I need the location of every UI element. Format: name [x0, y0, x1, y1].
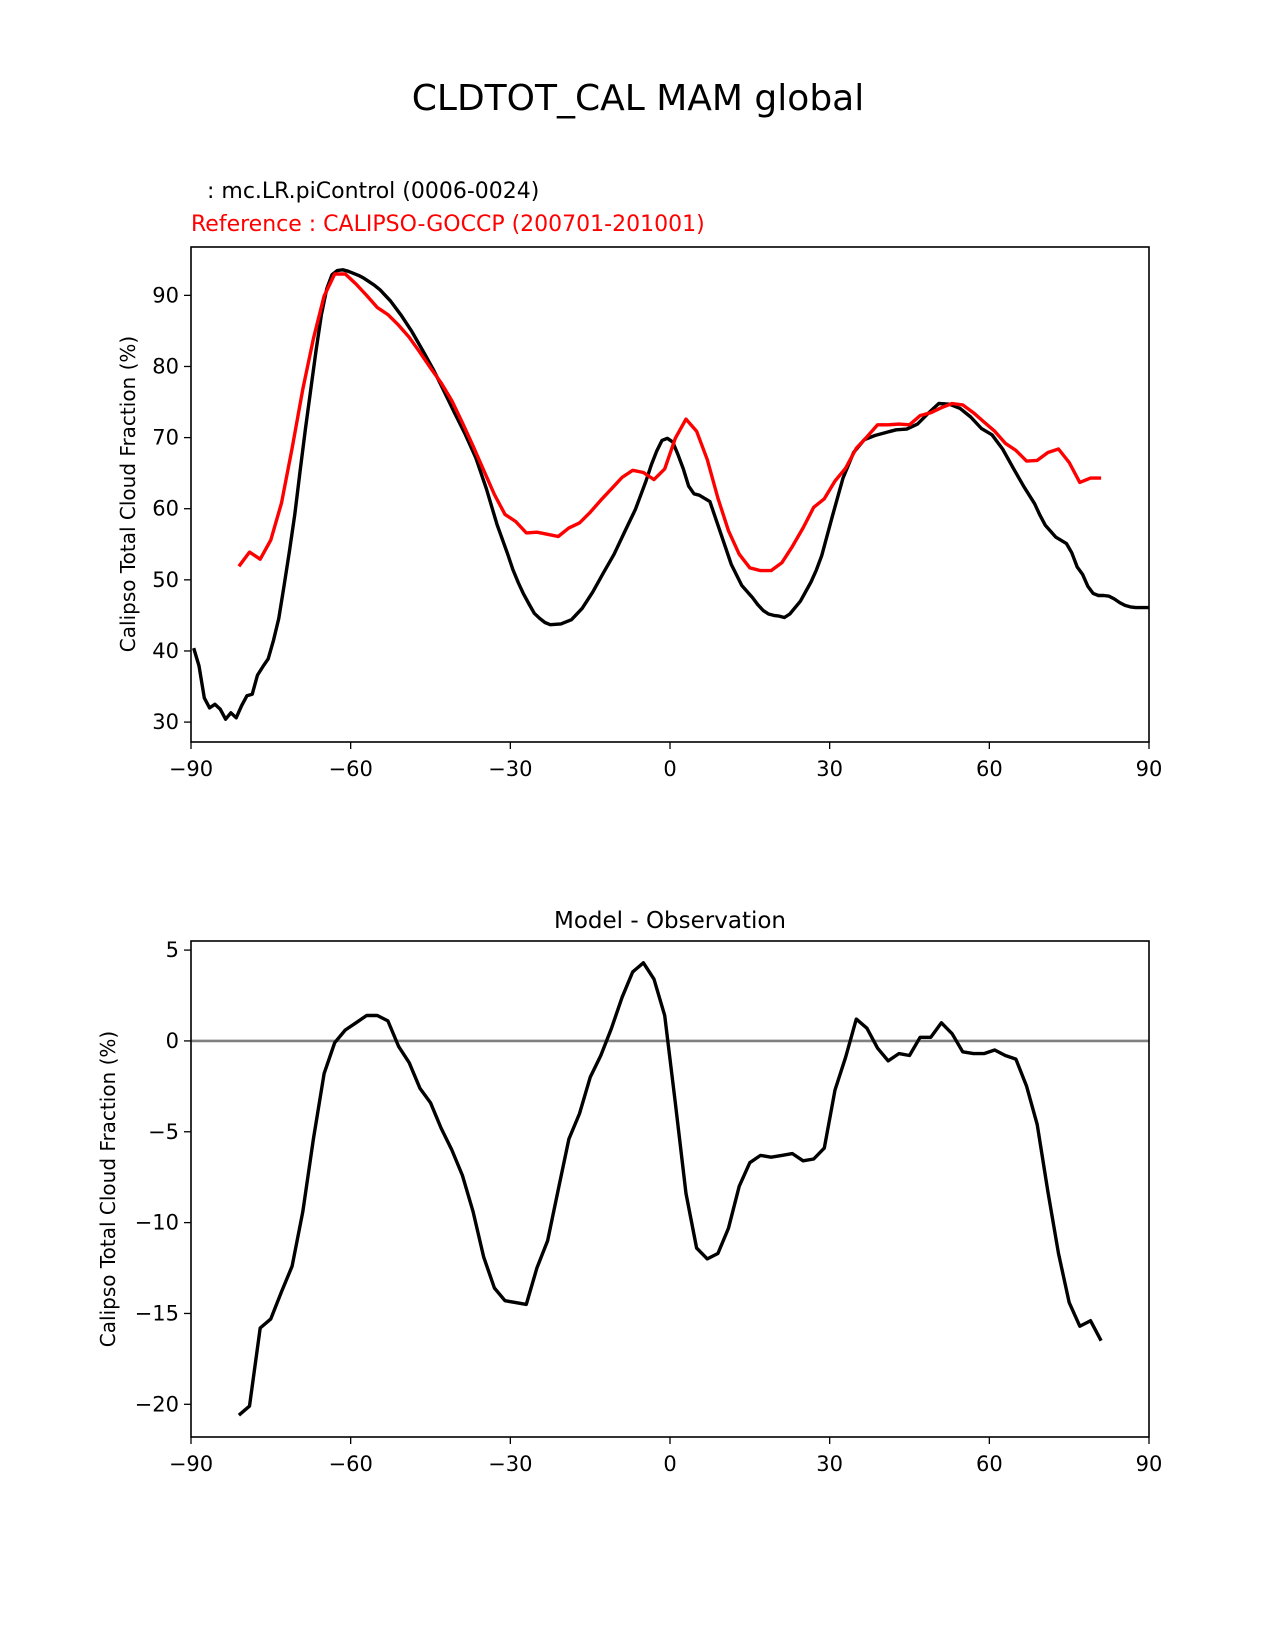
- top-ytick-label: 30: [152, 710, 179, 734]
- top-ytick-label: 60: [152, 497, 179, 521]
- top-xtick-label: −60: [329, 757, 373, 781]
- bottom-xtick-label: −60: [329, 1452, 373, 1476]
- model-label: : mc.LR.piControl (0006-0024): [200, 179, 539, 204]
- top-xtick-label: 30: [816, 757, 843, 781]
- top-panel-ticks: −90 −60 −30 0 30 60 90 30 40 50 60 70 80 90: [152, 283, 1162, 781]
- bottom-ytick-label: −20: [135, 1392, 179, 1416]
- top-xtick-label: 60: [976, 757, 1003, 781]
- bottom-ytick-label: −10: [135, 1211, 179, 1235]
- bottom-xtick-label: 90: [1136, 1452, 1163, 1476]
- top-panel-lines: [192, 268, 1149, 721]
- bottom-xtick-label: 30: [816, 1452, 843, 1476]
- top-panel-ylabel: Calipso Total Cloud Fraction (%): [116, 336, 140, 652]
- top-ytick-label: 50: [152, 568, 179, 592]
- bottom-panel-lines: [191, 961, 1149, 1417]
- bottom-panel-frame: [190, 940, 1150, 1438]
- bottom-xtick-label: −90: [169, 1452, 213, 1476]
- bottom-panel: Model - Observation −90 −60 −30 0 30 60 90−20−…: [96, 908, 1162, 1476]
- bottom-xtick-label: 0: [663, 1452, 676, 1476]
- top-xtick-label: −90: [169, 757, 213, 781]
- top-ytick-label: 70: [152, 426, 179, 450]
- top-series-line-1: [237, 272, 1102, 573]
- top-ytick-label: 40: [152, 639, 179, 663]
- bottom-ytick-label: −15: [135, 1301, 179, 1325]
- top-series-line-0: [192, 268, 1149, 721]
- bottom-panel-ylabel: Calipso Total Cloud Fraction (%): [96, 1031, 120, 1347]
- bottom-ytick-label: 0: [166, 1029, 179, 1053]
- bottom-xtick-label: −30: [488, 1452, 532, 1476]
- top-ytick-label: 80: [152, 354, 179, 378]
- bottom-ytick-label: −5: [148, 1120, 179, 1144]
- bottom-xtick-label: 60: [976, 1452, 1003, 1476]
- figure-title: CLDTOT_CAL MAM global: [412, 78, 864, 119]
- top-ytick-label: 90: [152, 283, 179, 307]
- bottom-ytick-label: 5: [166, 938, 179, 962]
- top-xtick-label: 90: [1136, 757, 1163, 781]
- bottom-panel-ticks: −90 −60 −30 0 30 60 90 −20 −15 −10 −5 0 5: [135, 938, 1163, 1476]
- top-xtick-label: −30: [488, 757, 532, 781]
- top-xtick-label: 0: [663, 757, 676, 781]
- top-panel: −90 −60 −30 0 30 60 90 30 40 50 60 70 80 90 Calipso T…: [116, 246, 1162, 781]
- reference-label: Reference : CALIPSO-GOCCP (200701-201001…: [191, 212, 705, 237]
- bottom-series-line-0: [237, 961, 1103, 1417]
- top-panel-frame: [190, 246, 1150, 743]
- bottom-panel-title: Model - Observation: [554, 908, 786, 934]
